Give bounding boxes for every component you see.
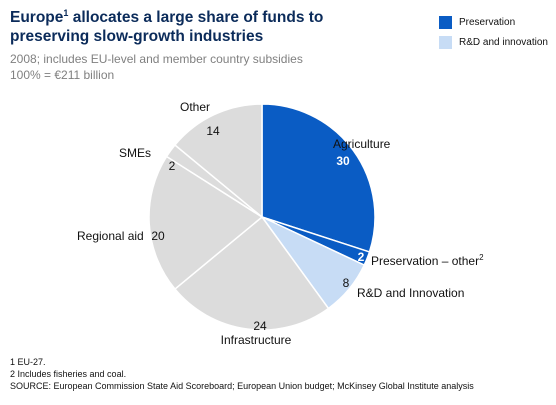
title-footnote-marker: 1 — [63, 7, 69, 18]
subtitle-total: 100% = €211 billion — [10, 68, 115, 82]
pie-slice-other — [173, 103, 263, 219]
slice-value-randd-and-innovation: 8 — [343, 276, 350, 290]
pie-slice-regional-aid — [148, 155, 264, 291]
slice-label-preservation-other: Preservation – other2 — [371, 253, 484, 268]
slice-value-regional-aid: 20 — [151, 229, 165, 243]
legend-swatch-rnd — [439, 35, 452, 49]
footnote-1: 1 EU-27. — [10, 357, 46, 367]
slice-value-preservation-other: 2 — [358, 250, 365, 264]
legend-label-preservation: Preservation — [459, 16, 516, 28]
slice-label-other: Other — [180, 100, 210, 114]
source-note: SOURCE: European Commission State Aid Sc… — [10, 381, 474, 391]
legend-label-rnd: R&D and innovation — [459, 36, 548, 48]
slice-value-agriculture: 30 — [336, 154, 350, 168]
slice-label-smes: SMEs — [119, 146, 151, 160]
title-text-end: allocates a large share of funds to pres… — [10, 9, 324, 45]
footnote-2: 2 Includes fisheries and coal. — [10, 369, 127, 379]
footnotes: 1 EU-27. 2 Includes fisheries and coal. … — [10, 356, 474, 392]
legend-swatch-preservation — [439, 15, 452, 29]
slice-value-infrastructure: 24 — [253, 319, 267, 333]
slice-value-other: 14 — [206, 124, 220, 138]
legend-item-rnd: R&D and innovation — [439, 32, 548, 52]
title-text-start: Europe — [10, 9, 64, 26]
slice-label-randd-and-innovation: R&D and Innovation — [357, 286, 464, 300]
slice-label-infrastructure: Infrastructure — [221, 333, 292, 347]
slice-label-regional-aid: Regional aid — [77, 229, 144, 243]
slice-value-smes: 2 — [169, 159, 176, 173]
legend-item-preservation: Preservation — [439, 12, 548, 32]
subtitle-scope: 2008; includes EU-level and member count… — [10, 52, 303, 66]
slice-label-agriculture: Agriculture — [333, 137, 391, 151]
chart-subtitle: 2008; includes EU-level and member count… — [10, 51, 303, 83]
chart-legend: Preservation R&D and innovation — [439, 12, 548, 52]
pie-slice-infrastructure — [173, 215, 330, 331]
pie-slice-agriculture — [261, 103, 376, 253]
chart-title: Europe1 allocates a large share of funds… — [10, 8, 400, 46]
